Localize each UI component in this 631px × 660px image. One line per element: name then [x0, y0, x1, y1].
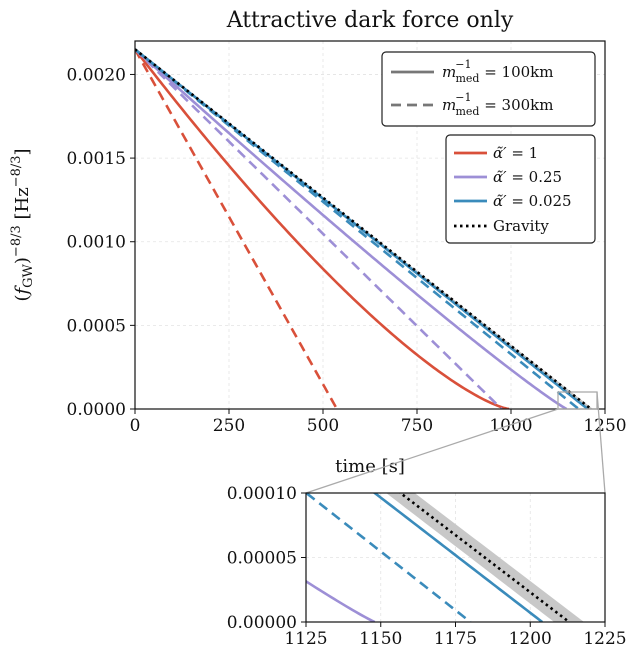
inset-ticks: 1125 1150 1175 1200 1225 0.00000 0.00005 0.0001…: [227, 484, 627, 649]
main-ytick-label: 0.0020: [67, 65, 126, 85]
inset-series: [306, 493, 585, 622]
main-ytick-label: 0.0015: [67, 149, 126, 169]
legend-gravity: Gravity: [493, 217, 549, 235]
main-series: [135, 48, 592, 409]
series-line-2: [135, 48, 568, 409]
legend-entry-300km: m−1 med = 300km: [442, 91, 554, 118]
inset-xtick-label: 1225: [583, 629, 626, 649]
chart-title: Attractive dark force only: [226, 8, 514, 33]
main-xtick-label: 750: [401, 416, 433, 436]
inset-xtick-label: 1175: [434, 629, 477, 649]
inset-xtick-label: 1150: [359, 629, 402, 649]
legend-alpha-0.025: α̃′ = 0.025: [493, 192, 572, 210]
main-ytick-label: 0.0005: [67, 316, 126, 336]
inset-ytick-label: 0.00010: [227, 484, 297, 504]
inset-xtick-label: 1200: [509, 629, 552, 649]
color-legend: α̃′ = 1 α̃′ = 0.25 α̃′ = 0.025 Gravity: [445, 134, 596, 244]
series-line-0: [135, 48, 510, 409]
y-axis-label: (fGW)−8/3 [Hz−8/3]: [9, 148, 36, 301]
main-xtick-label: 500: [307, 416, 339, 436]
inset-ytick-label: 0.00000: [227, 613, 297, 633]
inset-ytick-label: 0.00005: [227, 549, 297, 569]
main-frame: [134, 40, 606, 410]
main-xtick-label: 1250: [583, 416, 626, 436]
inset-series-line-4: [372, 493, 544, 622]
series-line-6: [135, 48, 592, 409]
legend-entry-100km: m−1 med = 100km: [442, 58, 554, 85]
main-ticks: 0 250 500 750 1000 12500.00000.00050.00100.00…: [67, 65, 627, 436]
legend-alpha-0.25: α̃′ = 0.25: [493, 168, 562, 186]
style-legend: m−1 med = 100km m−1 med = 300km: [381, 51, 596, 127]
main-plot: 0 250 500 750 1000 12500.00000.00050.00100.00…: [67, 40, 627, 436]
main-ytick-label: 0.0010: [67, 233, 126, 253]
main-xtick-label: 0: [130, 416, 141, 436]
zoom-indicator: [305, 391, 606, 494]
series-line-3: [135, 48, 503, 409]
inset-series-line-2: [306, 579, 376, 622]
inset-plot: 1125 1150 1175 1200 1225 0.00000 0.00005 0.0001…: [227, 484, 627, 649]
inset-xtick-label: 1125: [284, 629, 327, 649]
x-axis-label: time [s]: [335, 456, 405, 477]
main-xtick-label: 250: [213, 416, 245, 436]
main-ytick-label: 0.0000: [67, 400, 126, 420]
inset-series-line-5: [306, 493, 472, 622]
series-line-1: [135, 48, 339, 409]
legend-alpha-1: α̃′ = 1: [493, 144, 538, 162]
inset-series-line-6: [398, 493, 570, 622]
